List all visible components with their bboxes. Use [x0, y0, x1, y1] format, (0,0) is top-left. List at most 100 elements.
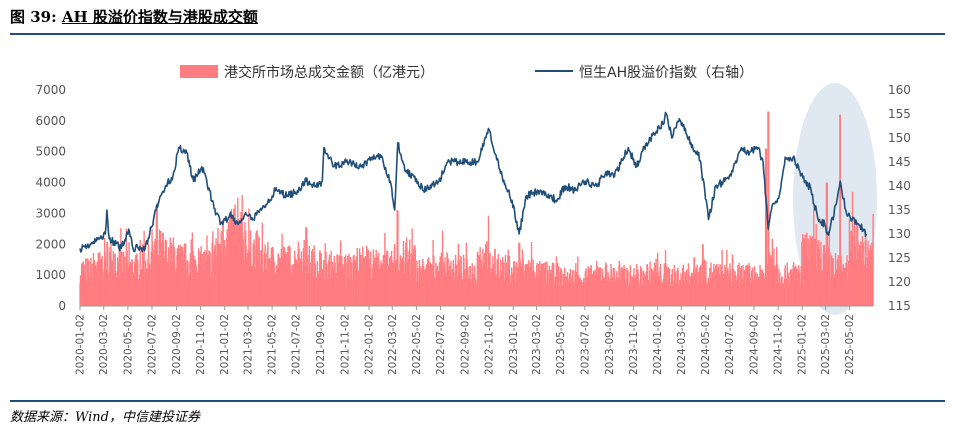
turnover-bar	[566, 272, 569, 306]
turnover-bar	[671, 280, 674, 306]
turnover-bar	[788, 272, 790, 306]
turnover-bar	[290, 265, 292, 306]
turnover-bar	[726, 249, 728, 306]
turnover-bar	[458, 272, 461, 306]
turnover-bar	[688, 283, 690, 306]
turnover-bar	[231, 223, 234, 306]
turnover-bar	[160, 231, 162, 306]
turnover-bar	[287, 246, 289, 306]
source-note: 数据来源：Wind，中信建投证券	[10, 410, 200, 425]
turnover-bar	[741, 279, 743, 306]
turnover-bar	[624, 280, 627, 306]
turnover-bar	[251, 266, 253, 306]
turnover-bar	[710, 278, 713, 306]
turnover-bar	[871, 242, 873, 306]
turnover-bar	[472, 274, 475, 306]
turnover-bar	[281, 256, 284, 306]
turnover-bar	[447, 269, 450, 306]
turnover-bar	[600, 279, 602, 306]
turnover-bar	[107, 274, 109, 306]
x-tick-label: 2024-11-02	[773, 314, 785, 375]
turnover-bar	[445, 273, 447, 306]
turnover-bar	[265, 253, 267, 306]
turnover-bar	[375, 256, 378, 306]
turnover-bar	[414, 250, 417, 306]
turnover-bar	[337, 263, 339, 306]
turnover-bar	[539, 261, 541, 306]
turnover-bar	[306, 255, 309, 306]
turnover-bar	[398, 270, 400, 306]
turnover-bar	[85, 279, 87, 306]
x-tick-label: 2025-01-02	[797, 314, 809, 375]
turnover-bar	[547, 282, 549, 306]
turnover-bar	[113, 273, 115, 306]
turnover-bar	[381, 263, 383, 306]
turnover-bar	[588, 268, 591, 306]
turnover-bar	[156, 202, 158, 306]
turnover-bar	[782, 283, 785, 306]
turnover-bar	[157, 255, 159, 306]
turnover-bar	[193, 255, 195, 306]
turnover-bar	[752, 279, 754, 306]
turnover-bar	[763, 275, 765, 306]
turnover-bar	[453, 277, 455, 306]
turnover-bar	[494, 274, 497, 306]
turnover-bar	[171, 245, 173, 306]
turnover-bar	[528, 260, 530, 306]
turnover-bar	[345, 262, 347, 306]
turnover-bar	[450, 277, 452, 306]
legend: 港交所市场总成交金额（亿港元） 恒生AH股溢价指数（右轴）	[180, 64, 753, 81]
left-tick-label: 2000	[35, 237, 66, 251]
turnover-bar	[865, 267, 868, 306]
turnover-bar	[397, 210, 399, 306]
turnover-bar	[143, 230, 145, 306]
turnover-bar	[630, 275, 632, 306]
turnover-bar	[384, 232, 386, 306]
turnover-bar	[129, 261, 132, 306]
turnover-bar	[838, 266, 840, 306]
turnover-bar	[220, 251, 223, 306]
x-tick-label: 2022-07-02	[435, 314, 447, 375]
figure-title: 图 39: AH 股溢价指数与港股成交额	[10, 6, 258, 27]
turnover-bar	[694, 275, 696, 306]
turnover-bar	[320, 252, 322, 306]
turnover-bar	[209, 276, 212, 306]
turnover-bar	[641, 285, 643, 306]
turnover-bar	[846, 255, 848, 306]
turnover-bar	[503, 262, 505, 306]
turnover-bar	[168, 266, 170, 306]
turnover-bar	[373, 255, 375, 306]
turnover-bar	[115, 277, 118, 306]
turnover-bar	[683, 282, 685, 306]
turnover-bar	[840, 270, 843, 306]
x-tick-label: 2021-01-02	[219, 314, 231, 375]
x-tick-label: 2022-11-02	[484, 314, 496, 375]
turnover-bar	[702, 244, 704, 306]
turnover-bar	[660, 282, 663, 306]
turnover-bar	[730, 281, 732, 306]
turnover-bar	[804, 242, 807, 306]
turnover-bar	[779, 284, 782, 306]
turnover-bar	[334, 262, 336, 306]
turnover-bar	[742, 265, 744, 306]
turnover-bar	[483, 252, 486, 306]
right-tick-label: 135	[888, 203, 911, 217]
turnover-bar	[121, 251, 123, 306]
turnover-bar	[826, 257, 829, 306]
turnover-bar	[436, 265, 439, 306]
turnover-bar	[627, 286, 630, 306]
figure-number: 图 39:	[10, 8, 57, 26]
turnover-bar	[433, 278, 436, 306]
turnover-bar	[179, 244, 181, 306]
turnover-bar	[849, 230, 851, 306]
turnover-bar	[489, 252, 491, 306]
turnover-bar	[234, 245, 237, 306]
turnover-bar	[99, 251, 101, 306]
turnover-bar	[317, 273, 320, 306]
turnover-bar	[350, 262, 353, 306]
x-tick-label: 2023-01-02	[508, 314, 520, 375]
turnover-bar	[182, 251, 184, 306]
turnover-bar	[525, 265, 527, 306]
turnover-bar	[505, 273, 508, 306]
turnover-bar	[88, 260, 90, 306]
